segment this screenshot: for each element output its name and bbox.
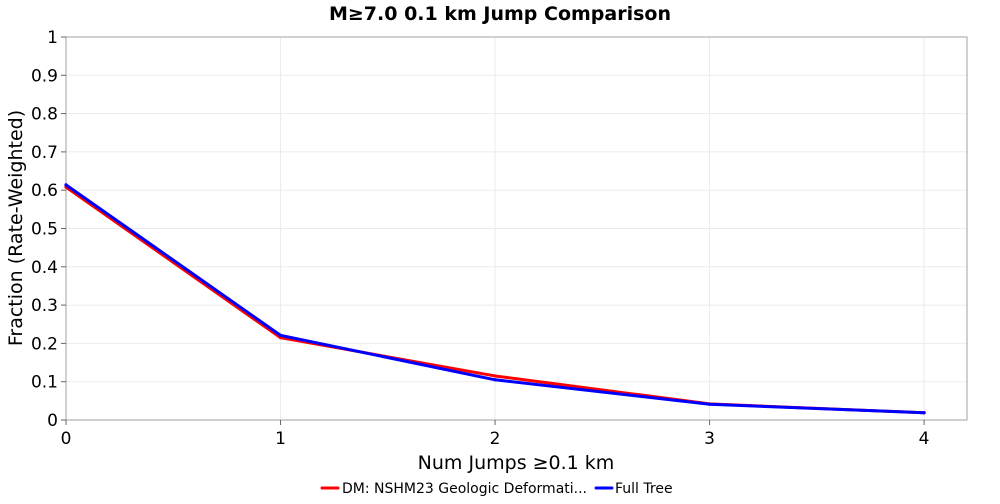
data-point-full-tree: [278, 333, 283, 337]
legend: DM: NSHM23 Geologic Deformati... Full Tre…: [320, 481, 673, 497]
series-layer: [64, 183, 926, 415]
data-point-full-tree: [64, 183, 68, 187]
y-tick-label: 0.4: [31, 258, 58, 278]
legend-item: DM: NSHM23 Geologic Deformati...: [320, 481, 587, 497]
y-tick-label: 0.2: [31, 334, 58, 354]
x-tick-label: 0: [61, 429, 72, 449]
grid-layer: [65, 36, 967, 421]
y-tick-label: 0.5: [31, 220, 58, 240]
data-point-full-tree: [922, 411, 926, 415]
y-tick-label: 0.1: [31, 373, 58, 393]
data-point-full-tree: [707, 402, 712, 406]
y-tick-label: 0.7: [31, 143, 58, 163]
x-tick-label: 3: [704, 429, 715, 449]
y-tick-label: 1: [47, 28, 58, 48]
chart-title: M≥7.0 0.1 km Jump Comparison: [329, 3, 671, 25]
data-point-dm-nshm23-geologic-deformati: [493, 374, 497, 378]
legend-label: DM: NSHM23 Geologic Deformati...: [342, 481, 587, 497]
data-point-full-tree: [493, 378, 497, 382]
axis-layer: 0 1 2 3 4 0 0.1 0.2 0.3 0.4 0.5 0.6 0.7 0.8 0.9 1: [31, 28, 930, 449]
y-axis-label: Fraction (Rate-Weighted): [5, 110, 27, 346]
y-tick-label: 0.3: [31, 296, 58, 316]
y-tick-label: 0.9: [31, 66, 58, 86]
x-axis-label: Num Jumps ≥0.1 km: [418, 452, 615, 474]
x-tick-label: 2: [490, 429, 501, 449]
y-tick-label: 0.8: [31, 105, 58, 125]
x-tick-label: 4: [919, 429, 930, 449]
y-tick-label: 0: [47, 411, 58, 431]
legend-label: Full Tree: [615, 481, 673, 497]
y-tick-label: 0.6: [31, 181, 58, 201]
x-tick-label: 1: [275, 429, 286, 449]
legend-item: Full Tree: [594, 481, 673, 497]
